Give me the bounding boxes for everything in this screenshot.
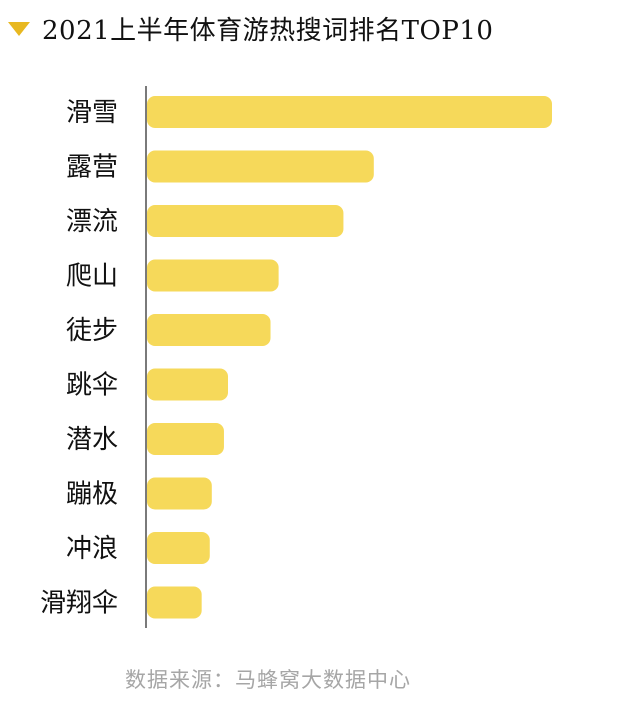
category-label: 跳伞 [66, 371, 118, 401]
bar [147, 150, 374, 183]
bar [147, 205, 344, 237]
bar [147, 96, 552, 128]
chart-title: 2021上半年体育游热搜词排名TOP10 [42, 15, 494, 46]
chart-title-row: 2021上半年体育游热搜词排名TOP10 [8, 8, 493, 48]
category-label: 滑翔伞 [40, 589, 118, 619]
category-label: 蹦极 [66, 480, 118, 510]
bar [147, 259, 279, 292]
source-note: 数据来源：马蜂窝大数据中心 [125, 668, 411, 692]
bar [147, 314, 271, 346]
bar [147, 368, 228, 401]
bar [147, 586, 202, 619]
category-label: 徒步 [66, 316, 118, 346]
category-label: 漂流 [66, 207, 118, 237]
category-label: 冲浪 [66, 534, 118, 564]
bar [147, 423, 224, 455]
category-label: 滑雪 [66, 98, 118, 128]
category-label: 露营 [66, 153, 118, 183]
category-label: 爬山 [66, 262, 118, 292]
triangle-down-icon [8, 22, 30, 36]
bar [147, 477, 212, 510]
bar [147, 532, 210, 564]
category-label: 潜水 [66, 425, 118, 455]
